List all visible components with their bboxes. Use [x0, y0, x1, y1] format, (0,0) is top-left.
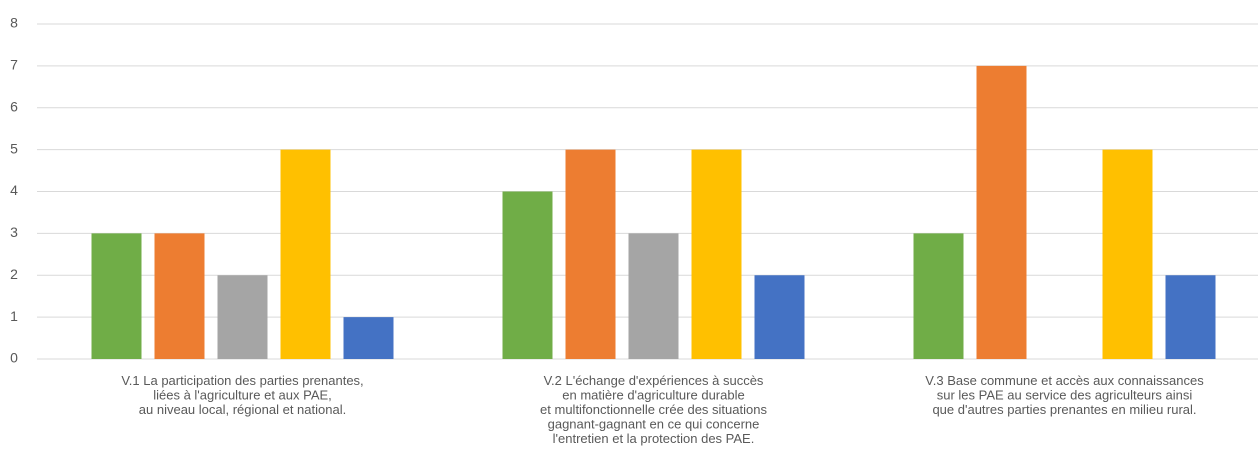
x-tick-label-line: V.1 La participation des parties prenant…	[121, 373, 363, 388]
bar	[913, 233, 964, 359]
bar	[280, 149, 331, 359]
x-tick-label-line: liées à l'agriculture et aux PAE,	[153, 388, 332, 403]
x-tick-label-line: V.2 L'échange d'expériences à succès	[544, 373, 764, 388]
x-tick-label-line: au niveau local, régional et national.	[139, 402, 346, 417]
bar	[502, 191, 553, 359]
bar	[754, 275, 805, 359]
y-tick-label: 3	[10, 224, 18, 240]
bar	[1102, 149, 1153, 359]
y-tick-label: 8	[10, 15, 18, 31]
x-tick-label-line: l'entretien et la protection des PAE.	[553, 431, 755, 446]
y-tick-label: 7	[10, 57, 18, 73]
bar	[217, 275, 268, 359]
x-tick-label-line: et multifonctionnelle crée des situation…	[540, 402, 767, 417]
x-tick-label-line: sur les PAE au service des agriculteurs …	[937, 388, 1193, 403]
x-tick-label-line: V.3 Base commune et accès aux connaissan…	[925, 373, 1204, 388]
bar	[976, 65, 1027, 359]
bar	[154, 233, 205, 359]
y-tick-label: 0	[10, 350, 18, 366]
bar	[691, 149, 742, 359]
bar	[628, 233, 679, 359]
x-tick-label: V.1 La participation des parties prenant…	[121, 373, 363, 417]
x-tick-label: V.3 Base commune et accès aux connaissan…	[925, 373, 1204, 417]
x-tick-label-line: gagnant-gagnant en ce qui concerne	[548, 417, 760, 432]
y-tick-label: 4	[10, 182, 18, 198]
bar	[343, 317, 394, 359]
x-tick-label: V.2 L'échange d'expériences à succès en m…	[540, 373, 767, 446]
x-tick-label-line: en matière d'agriculture durable	[562, 388, 744, 403]
bar	[1165, 275, 1216, 359]
y-tick-label: 6	[10, 98, 18, 114]
y-tick-label: 2	[10, 266, 18, 282]
bar	[565, 149, 616, 359]
y-tick-label: 5	[10, 140, 18, 156]
y-tick-label: 1	[10, 308, 18, 324]
x-tick-label-line: que d'autres parties prenantes en milieu…	[932, 402, 1196, 417]
bar	[91, 233, 142, 359]
